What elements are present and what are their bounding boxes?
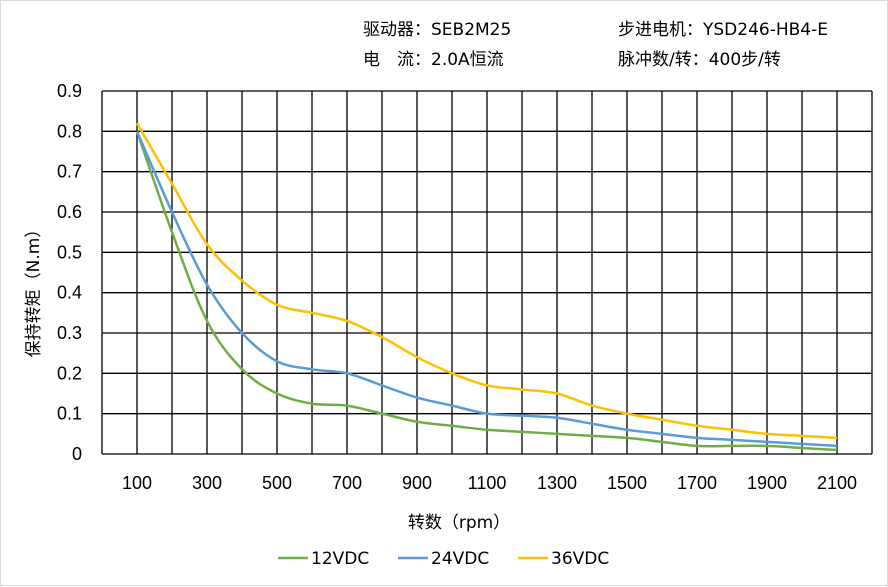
series-line-24VDC	[135, 130, 838, 448]
current-label: 电 流：2.0A恒流	[363, 50, 504, 70]
y-tick-label: 0.3	[57, 323, 82, 343]
legend-label: 24VDC	[431, 549, 489, 569]
y-tick-label: 0.7	[57, 162, 82, 182]
y-tick-label: 0.4	[57, 283, 82, 303]
y-tick-label: 0.9	[57, 81, 82, 101]
tick-labels: 0 0.1 0.2 0.3 0.4 0.5 0.6 0.7 0.8 0.9 100 300 500 700…	[57, 81, 857, 493]
series-lines	[135, 122, 838, 452]
y-tick-label: 0	[72, 444, 82, 464]
legend-label: 12VDC	[311, 549, 369, 569]
y-tick-label: 0.6	[57, 202, 82, 222]
y-tick-label: 0.1	[57, 404, 82, 424]
x-tick-label: 1100	[468, 473, 507, 493]
x-tick-label: 1500	[607, 473, 647, 493]
x-tick-label: 900	[402, 473, 432, 493]
x-axis-label: 转数（rpm）	[408, 513, 510, 533]
legend-label: 36VDC	[551, 549, 609, 569]
x-tick-label: 700	[332, 473, 362, 493]
x-tick-label: 300	[192, 473, 222, 493]
series-line-12VDC	[135, 130, 838, 452]
legend: 12VDC 24VDC 36VDC	[278, 549, 609, 569]
grid	[101, 90, 873, 455]
y-tick-label: 0.2	[57, 363, 82, 383]
y-tick-label: 0.8	[57, 121, 82, 141]
x-tick-label: 100	[122, 473, 152, 493]
x-tick-label: 1700	[677, 473, 717, 493]
y-tick-label: 0.5	[57, 242, 82, 262]
series-line-36VDC	[135, 122, 838, 440]
x-tick-label: 1900	[747, 473, 787, 493]
motor-label: 步进电机：YSD246-HB4-E	[618, 20, 828, 40]
x-tick-label: 2100	[817, 473, 857, 493]
pulses-label: 脉冲数/转：400步/转	[618, 50, 781, 70]
x-tick-label: 500	[262, 473, 292, 493]
driver-label: 驱动器：SEB2M25	[363, 20, 512, 40]
x-tick-label: 1300	[537, 473, 577, 493]
y-axis-label: 保持转矩（N.m）	[24, 221, 44, 358]
